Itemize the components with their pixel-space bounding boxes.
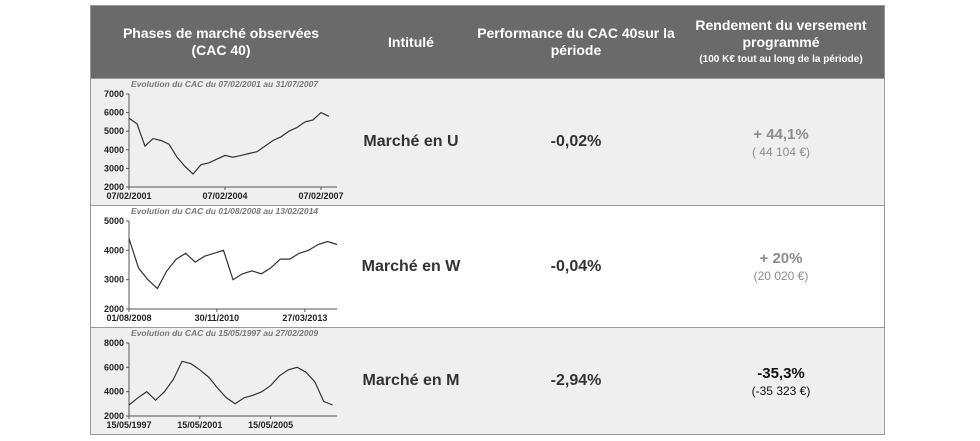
y-tick-label: 2000 bbox=[103, 182, 123, 192]
x-tick-label: 07/02/2001 bbox=[106, 191, 151, 201]
header-note: (100 K€ tout au long de la période) bbox=[699, 53, 863, 65]
performance: -2,94% bbox=[550, 372, 602, 389]
yield-cell: + 44,1%( 44 104 €) bbox=[681, 79, 881, 205]
header-cell: Intitulé bbox=[388, 33, 434, 50]
x-tick-label: 15/05/2001 bbox=[177, 420, 222, 430]
yield: + 44,1% bbox=[753, 125, 809, 143]
price-line bbox=[127, 237, 337, 289]
y-tick-label: 5000 bbox=[103, 216, 123, 226]
yield-amount: ( 44 104 €) bbox=[751, 144, 811, 159]
chart-title: Evolution du CAC du 01/08/2008 au 13/02/… bbox=[131, 207, 318, 216]
mini-chart: Evolution du CAC du 01/08/2008 au 13/02/… bbox=[103, 207, 337, 323]
y-tick-label: 4000 bbox=[103, 144, 123, 154]
market-label: Marché en M bbox=[362, 372, 460, 389]
y-tick-label: 2000 bbox=[103, 304, 123, 314]
market-label: Marché en W bbox=[361, 257, 461, 275]
mini-chart: Evolution du CAC du 07/02/2001 au 31/07/… bbox=[103, 80, 343, 201]
header-row: Phases de marché observées (CAC 40) Inti… bbox=[91, 6, 884, 78]
table-row: Evolution du CAC du 15/05/1997 au 27/02/… bbox=[91, 327, 884, 434]
chart-cell: Evolution du CAC du 15/05/1997 au 27/02/… bbox=[91, 328, 356, 434]
y-tick-label: 7000 bbox=[103, 89, 123, 99]
x-tick-label: 07/02/2007 bbox=[298, 191, 343, 201]
yield: + 20% bbox=[759, 250, 803, 267]
yield: -35,3% bbox=[757, 364, 805, 382]
yield-cell: -35,3% (-35 323 €) bbox=[681, 328, 881, 434]
performance: -0,02% bbox=[550, 133, 602, 150]
yield-amount: (-35 323 €) bbox=[751, 383, 811, 398]
price-line bbox=[128, 111, 329, 175]
y-tick-label: 6000 bbox=[103, 107, 123, 117]
performance: -0,04% bbox=[550, 257, 602, 275]
header-text: Rendement du versement programmé bbox=[695, 16, 867, 50]
header-cell: Rendement du versement programmé (100 K€… bbox=[681, 6, 881, 78]
yield-cell: + 20% (20 020 €) bbox=[681, 206, 881, 327]
y-tick-label: 4000 bbox=[103, 245, 123, 255]
header-cell: Performance du CAC 40sur la période bbox=[477, 25, 675, 58]
table-row: Evolution du CAC du 01/08/2008 au 13/02/… bbox=[91, 205, 884, 327]
x-tick-label: 01/08/2008 bbox=[106, 313, 151, 323]
y-tick-label: 3000 bbox=[103, 274, 123, 284]
x-tick-label: 15/05/1997 bbox=[106, 420, 151, 430]
price-line bbox=[128, 360, 333, 406]
x-tick-label: 15/05/2005 bbox=[248, 420, 293, 430]
y-tick-label: 3000 bbox=[103, 163, 123, 173]
y-tick-label: 5000 bbox=[103, 126, 123, 136]
table: Phases de marché observées (CAC 40) Inti… bbox=[90, 5, 885, 435]
y-tick-label: 2000 bbox=[103, 411, 123, 421]
x-tick-label: 27/03/2013 bbox=[282, 313, 327, 323]
mini-chart: Evolution du CAC du 15/05/1997 au 27/02/… bbox=[103, 329, 337, 430]
y-tick-label: 6000 bbox=[103, 362, 123, 372]
x-tick-label: 07/02/2004 bbox=[202, 191, 247, 201]
yield-amount: (20 020 €) bbox=[753, 269, 809, 283]
x-tick-label: 30/11/2010 bbox=[194, 313, 239, 323]
chart-title: Evolution du CAC du 07/02/2001 au 31/07/… bbox=[131, 80, 319, 89]
chart-cell: Evolution du CAC du 07/02/2001 au 31/07/… bbox=[91, 79, 356, 205]
market-label: Marché en U bbox=[363, 133, 459, 150]
header-cell: Phases de marché observées (CAC 40) bbox=[122, 25, 320, 58]
y-tick-label: 4000 bbox=[103, 386, 123, 396]
table-row: Evolution du CAC du 07/02/2001 au 31/07/… bbox=[91, 78, 884, 205]
chart-cell: Evolution du CAC du 01/08/2008 au 13/02/… bbox=[91, 206, 356, 327]
y-tick-label: 8000 bbox=[103, 338, 123, 348]
chart-title: Evolution du CAC du 15/05/1997 au 27/02/… bbox=[131, 329, 318, 338]
